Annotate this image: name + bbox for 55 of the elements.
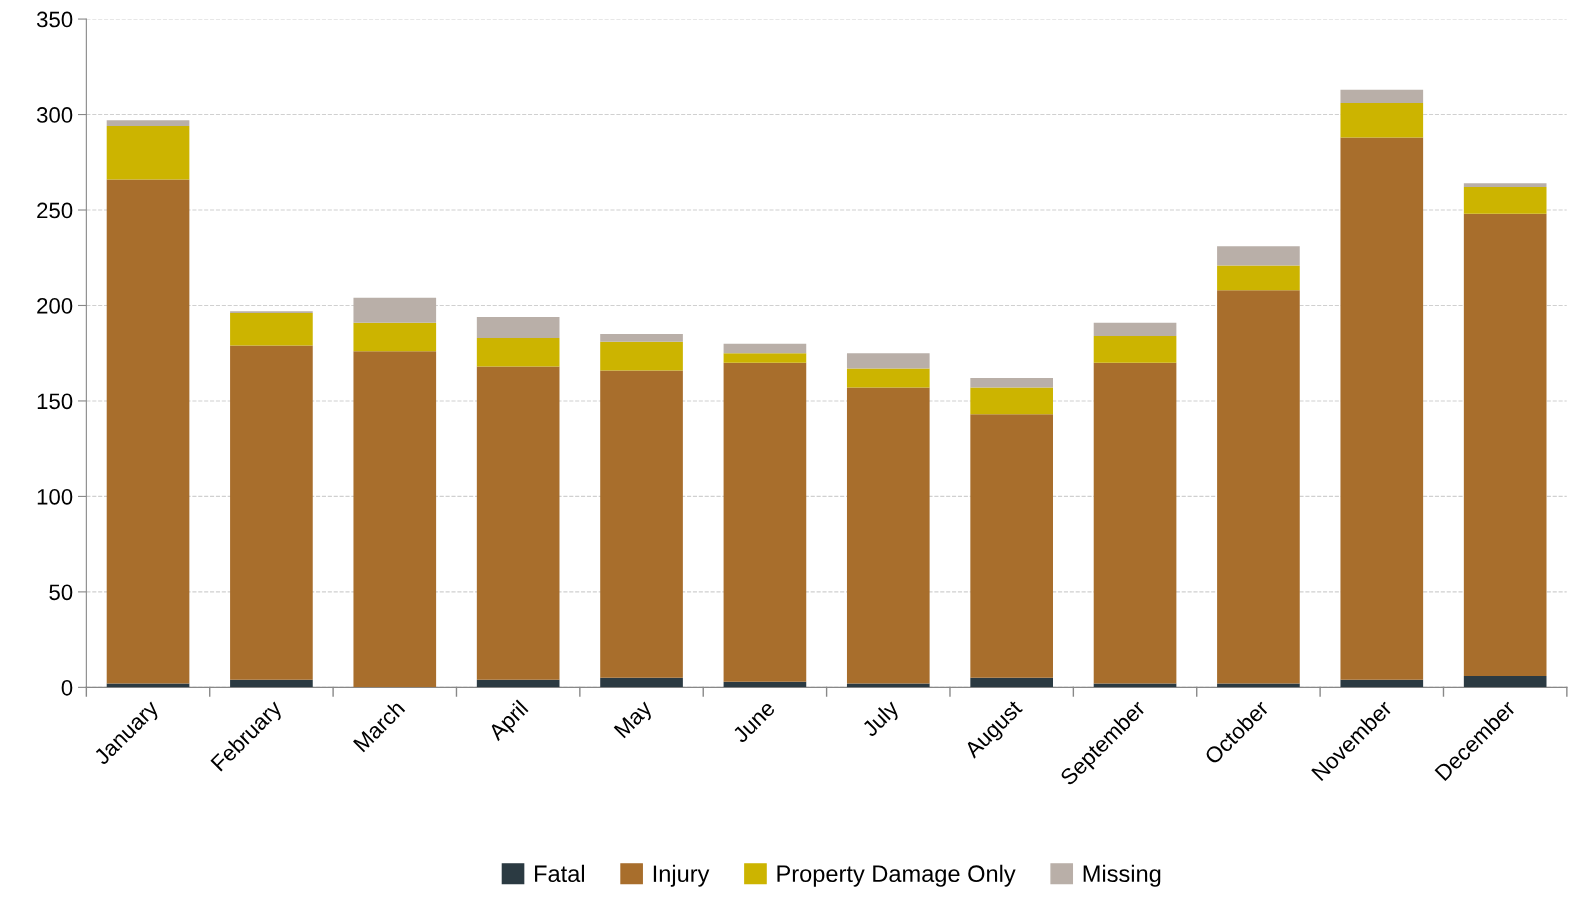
bar (970, 677, 1053, 688)
y-tick-label: 50 (49, 584, 73, 601)
bar (353, 297, 437, 323)
bar (846, 387, 930, 684)
bar (1340, 103, 1424, 138)
bar (1463, 675, 1547, 688)
bar (476, 679, 560, 688)
bar (1217, 290, 1300, 684)
bar (846, 368, 930, 388)
bar (1217, 246, 1300, 266)
bar (106, 125, 190, 180)
y-tick-label: 150 (37, 393, 73, 410)
bar (476, 337, 560, 367)
legend-label: Missing (1083, 864, 1161, 887)
bar (600, 334, 683, 342)
bar (476, 316, 560, 338)
bar (1463, 187, 1547, 214)
bar (600, 677, 683, 688)
bar (1463, 183, 1547, 188)
bar (230, 679, 313, 688)
bar (1093, 336, 1177, 363)
bar (600, 341, 683, 371)
bar (353, 322, 437, 352)
bar (846, 353, 930, 369)
bar (1340, 89, 1424, 104)
bar (600, 370, 683, 678)
bar (353, 351, 437, 688)
bar (1093, 322, 1177, 337)
y-tick-label: 0 (61, 679, 73, 696)
bar (106, 120, 190, 126)
y-tick-label: 250 (37, 202, 73, 219)
bar (723, 353, 807, 363)
y-tick-label: 300 (36, 107, 73, 123)
bar (476, 366, 560, 680)
y-tick-label: 200 (37, 298, 73, 314)
y-tick-label: 350 (36, 11, 73, 28)
y-tick-label: 100 (37, 488, 73, 505)
legend-label: Fatal (535, 864, 584, 883)
bar (1340, 679, 1424, 688)
legend-label: Injury (653, 864, 710, 887)
bar (230, 345, 313, 680)
bar (723, 362, 807, 682)
bar (1340, 137, 1424, 680)
x-tick-label: July (860, 698, 903, 741)
legend-label: Property Damage Only (777, 864, 1016, 887)
bar (970, 414, 1053, 678)
bar (1217, 265, 1300, 291)
bar (1463, 213, 1547, 676)
bar (1093, 362, 1177, 684)
bar (723, 343, 807, 354)
bar (106, 179, 190, 684)
bar (230, 313, 313, 346)
x-tick-label: May (613, 699, 657, 742)
bar (970, 378, 1053, 388)
bar (970, 387, 1053, 415)
